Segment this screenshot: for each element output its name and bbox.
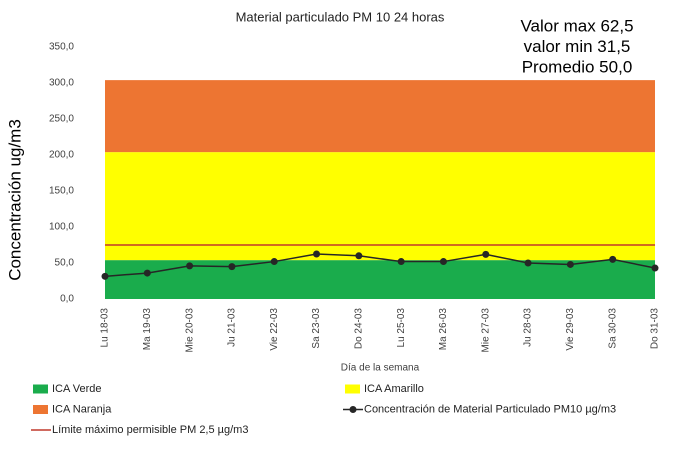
legend-label: Concentración de Material Particulado PM… xyxy=(364,403,616,415)
point xyxy=(524,259,532,267)
chart-title: Material particulado PM 10 24 horas xyxy=(236,9,445,24)
point xyxy=(482,250,490,258)
y-tick-label: 100,0 xyxy=(49,222,74,233)
point xyxy=(313,250,321,258)
y-tick-label: 350,0 xyxy=(49,42,74,53)
point xyxy=(270,258,278,266)
point xyxy=(439,258,447,266)
x-tick-label: Mie 27-03 xyxy=(480,308,491,353)
y-tick-label: 0,0 xyxy=(60,294,74,305)
annotation: Valor max 62,5 xyxy=(520,16,633,35)
x-tick-label: Vie 29-03 xyxy=(565,308,576,351)
x-tick-label: Lu 25-03 xyxy=(396,308,407,348)
annotation: Promedio 50,0 xyxy=(522,57,633,76)
point xyxy=(228,263,236,271)
y-tick-label: 50,0 xyxy=(55,258,75,269)
area xyxy=(105,80,655,153)
point xyxy=(101,272,109,280)
x-tick-label: Ju 28-03 xyxy=(523,308,534,347)
point xyxy=(651,264,659,272)
legend-label: ICA Verde xyxy=(52,383,102,395)
x-tick-label: Ma 26-03 xyxy=(438,308,449,351)
legend-label: ICA Naranja xyxy=(52,403,112,415)
legend-label: Límite máximo permisible PM 2,5 µg/m3 xyxy=(52,424,248,436)
point xyxy=(397,258,405,266)
x-tick-label: Sa 23-03 xyxy=(311,308,322,349)
x-axis-label: Día de la semana xyxy=(341,363,420,374)
x-tick-label: Ju 21-03 xyxy=(227,308,238,347)
x-tick-label: Mie 20-03 xyxy=(184,308,195,353)
x-tick-label: Ma 19-03 xyxy=(142,308,153,351)
y-tick-label: 200,0 xyxy=(49,150,74,161)
annotation: valor min 31,5 xyxy=(524,37,631,56)
x-tick-label: Lu 18-03 xyxy=(100,308,111,348)
legend-swatch xyxy=(33,405,48,414)
x-tick-label: Do 31-03 xyxy=(650,308,661,350)
point xyxy=(143,269,151,277)
point xyxy=(186,262,194,270)
legend-label: ICA Amarillo xyxy=(364,383,424,395)
x-tick-label: Do 24-03 xyxy=(353,308,364,350)
area xyxy=(105,152,655,261)
legend-swatch xyxy=(33,384,48,394)
line xyxy=(104,253,656,278)
point xyxy=(566,260,574,268)
area xyxy=(105,260,655,299)
point xyxy=(355,252,363,260)
legend-marker xyxy=(349,406,357,413)
legend-swatch xyxy=(345,384,360,394)
y-tick-label: 150,0 xyxy=(49,186,74,197)
x-tick-label: Vie 22-03 xyxy=(269,308,280,351)
y-tick-label: 250,0 xyxy=(49,114,74,125)
y-axis-label: Concentración ug/m3 xyxy=(5,119,24,281)
x-tick-label: Sa 30-03 xyxy=(607,308,618,349)
y-tick-label: 300,0 xyxy=(49,78,74,89)
point xyxy=(609,255,617,263)
